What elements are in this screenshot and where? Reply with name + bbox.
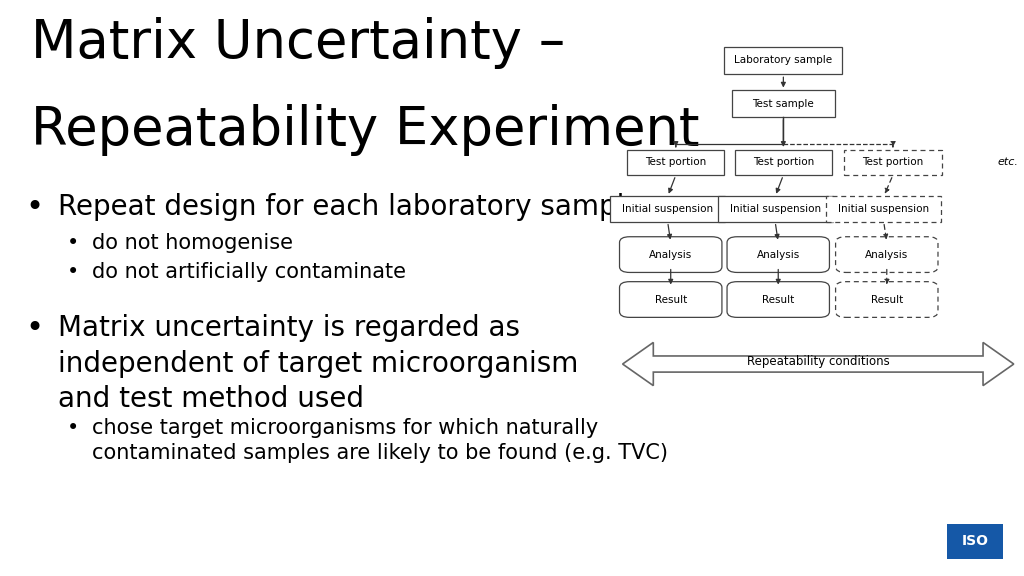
FancyBboxPatch shape [836, 237, 938, 272]
Text: Initial suspension: Initial suspension [839, 204, 929, 214]
Text: •: • [67, 418, 79, 438]
Text: Result: Result [654, 294, 687, 305]
FancyBboxPatch shape [735, 150, 831, 175]
Text: Initial suspension: Initial suspension [623, 204, 713, 214]
FancyBboxPatch shape [727, 282, 829, 317]
Text: Repeat design for each laboratory sample: Repeat design for each laboratory sample [58, 193, 642, 221]
Text: Test portion: Test portion [753, 157, 814, 168]
FancyBboxPatch shape [627, 150, 725, 175]
FancyBboxPatch shape [727, 237, 829, 272]
Text: Test portion: Test portion [862, 157, 924, 168]
FancyBboxPatch shape [620, 237, 722, 272]
Text: Analysis: Analysis [757, 249, 800, 260]
FancyBboxPatch shape [725, 47, 842, 74]
Text: Test portion: Test portion [645, 157, 707, 168]
FancyBboxPatch shape [732, 90, 835, 117]
Text: etc.: etc. [997, 157, 1018, 168]
FancyBboxPatch shape [844, 150, 942, 175]
Text: do not artificially contaminate: do not artificially contaminate [92, 262, 407, 282]
Polygon shape [623, 342, 1014, 386]
Text: Result: Result [870, 294, 903, 305]
Text: •: • [67, 233, 79, 253]
Text: Laboratory sample: Laboratory sample [734, 55, 833, 66]
FancyBboxPatch shape [610, 196, 725, 222]
Text: ISO: ISO [962, 535, 988, 548]
Text: Initial suspension: Initial suspension [730, 204, 820, 214]
FancyBboxPatch shape [826, 196, 941, 222]
FancyBboxPatch shape [946, 524, 1004, 559]
FancyBboxPatch shape [620, 282, 722, 317]
Text: Repeatability conditions: Repeatability conditions [746, 355, 890, 367]
Text: Repeatability Experiment: Repeatability Experiment [31, 104, 699, 156]
Text: Analysis: Analysis [649, 249, 692, 260]
Text: •: • [26, 314, 44, 343]
Text: •: • [67, 262, 79, 282]
FancyBboxPatch shape [836, 282, 938, 317]
Text: do not homogenise: do not homogenise [92, 233, 293, 253]
Text: Test sample: Test sample [753, 98, 814, 109]
Text: Matrix uncertainty is regarded as
independent of target microorganism
and test m: Matrix uncertainty is regarded as indepe… [58, 314, 579, 414]
Text: Matrix Uncertainty –: Matrix Uncertainty – [31, 17, 565, 69]
FancyBboxPatch shape [718, 196, 833, 222]
Text: •: • [26, 193, 44, 222]
Text: Analysis: Analysis [865, 249, 908, 260]
Text: chose target microorganisms for which naturally
contaminated samples are likely : chose target microorganisms for which na… [92, 418, 668, 463]
Text: Result: Result [762, 294, 795, 305]
